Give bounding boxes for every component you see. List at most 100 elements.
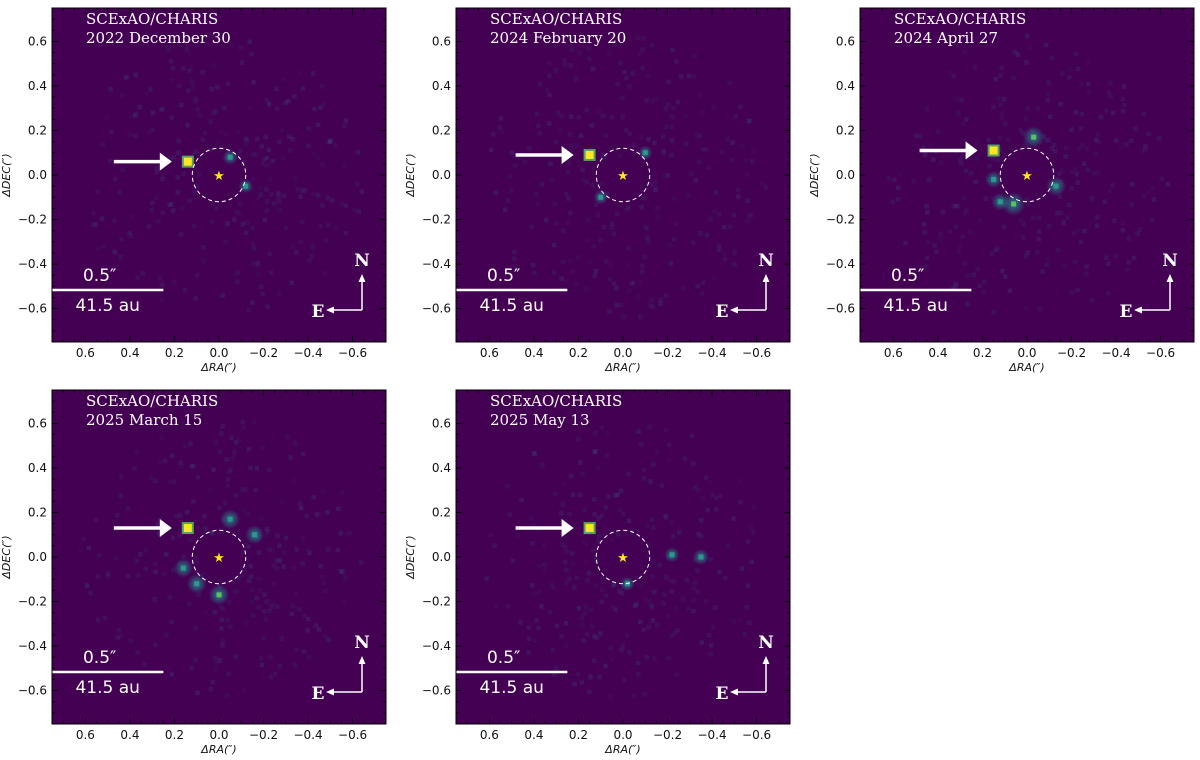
image-background bbox=[52, 8, 386, 342]
y-axis-label: ΔDEC(″) bbox=[808, 153, 821, 197]
axis-ticks bbox=[455, 389, 791, 725]
panel-date: 2025 March 15 bbox=[86, 411, 202, 429]
y-tick-label: −0.2 bbox=[826, 213, 855, 227]
companion-planet bbox=[585, 524, 594, 533]
x-tick-label: −0.4 bbox=[697, 346, 726, 360]
compass-east: E bbox=[716, 684, 729, 704]
y-tick-label: −0.6 bbox=[422, 302, 451, 316]
scale-physical: 41.5 au bbox=[479, 678, 543, 698]
panel-instrument: SCExAO/CHARIS bbox=[86, 10, 218, 28]
companion-planet bbox=[989, 146, 998, 155]
x-tick-label: 0.0 bbox=[1017, 346, 1036, 360]
image-background bbox=[860, 8, 1194, 342]
y-tick-label: 0.4 bbox=[432, 461, 451, 475]
compass-east: E bbox=[312, 684, 325, 704]
compass-north: N bbox=[1162, 251, 1178, 271]
y-tick-label: 0.4 bbox=[432, 79, 451, 93]
x-tick-label: 0.6 bbox=[76, 728, 95, 742]
y-tick-label: 0.6 bbox=[432, 416, 451, 430]
x-tick-label: 0.2 bbox=[569, 728, 588, 742]
companion-planet bbox=[585, 150, 594, 159]
y-axis-label: ΔDEC(″) bbox=[404, 535, 417, 579]
x-tick-label: 0.0 bbox=[209, 728, 228, 742]
compass-east: E bbox=[716, 302, 729, 322]
y-axis-label: ΔDEC(″) bbox=[0, 535, 13, 579]
scale-physical: 41.5 au bbox=[479, 296, 543, 316]
x-tick-label: −0.2 bbox=[249, 346, 278, 360]
panel-instrument: SCExAO/CHARIS bbox=[86, 392, 218, 410]
image-background bbox=[456, 8, 790, 342]
y-axis-label: ΔDEC(″) bbox=[404, 153, 417, 197]
x-tick-label: 0.4 bbox=[524, 728, 543, 742]
axis-ticks bbox=[455, 7, 791, 343]
y-tick-label: 0.2 bbox=[432, 123, 451, 137]
y-tick-label: −0.6 bbox=[826, 302, 855, 316]
x-tick-label: 0.4 bbox=[120, 346, 139, 360]
x-tick-label: −0.4 bbox=[293, 346, 322, 360]
x-tick-label: 0.6 bbox=[480, 346, 499, 360]
noise-speckles bbox=[886, 33, 1170, 315]
compass-north: N bbox=[758, 633, 774, 653]
star-marker: ★ bbox=[617, 169, 629, 184]
panel-date: 2024 April 27 bbox=[894, 29, 998, 47]
y-tick-label: −0.4 bbox=[18, 257, 47, 271]
x-tick-label: 0.4 bbox=[524, 346, 543, 360]
panel-instrument: SCExAO/CHARIS bbox=[490, 10, 622, 28]
y-tick-label: 0.4 bbox=[836, 79, 855, 93]
axis-ticks bbox=[51, 7, 387, 343]
compass-north: N bbox=[354, 633, 370, 653]
star-marker: ★ bbox=[213, 551, 225, 566]
scale-angular: 0.5″ bbox=[487, 266, 520, 286]
mask-circle bbox=[191, 529, 247, 585]
y-tick-label: 0.4 bbox=[28, 79, 47, 93]
compass-north: N bbox=[354, 251, 370, 271]
x-tick-label: 0.6 bbox=[76, 346, 95, 360]
y-tick-label: 0.2 bbox=[836, 123, 855, 137]
scale-angular: 0.5″ bbox=[487, 648, 520, 668]
x-tick-label: 0.2 bbox=[973, 346, 992, 360]
x-tick-label: 0.6 bbox=[480, 728, 499, 742]
compass-east: E bbox=[312, 302, 325, 322]
y-tick-label: 0.0 bbox=[432, 550, 451, 564]
star-marker: ★ bbox=[617, 551, 629, 566]
companion-arrow-head bbox=[561, 145, 574, 164]
noise-speckles bbox=[90, 37, 364, 313]
x-axis-label: ΔRA(″) bbox=[200, 743, 236, 756]
scale-physical: 41.5 au bbox=[75, 678, 139, 698]
scale-angular: 0.5″ bbox=[83, 266, 116, 286]
image-background bbox=[52, 390, 386, 724]
axis-ticks bbox=[859, 7, 1195, 343]
axis-ticks bbox=[51, 389, 387, 725]
mask-circle bbox=[191, 147, 247, 203]
scale-angular: 0.5″ bbox=[83, 648, 116, 668]
y-tick-label: 0.2 bbox=[432, 505, 451, 519]
companion-arrow-head bbox=[965, 141, 978, 160]
y-axis-label: ΔDEC(″) bbox=[0, 153, 13, 197]
x-tick-label: 0.2 bbox=[165, 728, 184, 742]
mask-circle bbox=[595, 529, 651, 585]
noise-speckles bbox=[488, 35, 769, 320]
companion-planet bbox=[183, 157, 192, 166]
x-tick-label: 0.2 bbox=[165, 346, 184, 360]
panel-date: 2025 May 13 bbox=[490, 411, 590, 429]
y-tick-label: −0.2 bbox=[18, 595, 47, 609]
y-tick-label: 0.0 bbox=[28, 550, 47, 564]
y-tick-label: 0.6 bbox=[28, 416, 47, 430]
x-tick-label: −0.4 bbox=[697, 728, 726, 742]
y-tick-label: −0.2 bbox=[422, 213, 451, 227]
noise-speckles bbox=[78, 419, 364, 698]
mask-circle bbox=[595, 147, 651, 203]
y-tick-label: −0.2 bbox=[422, 595, 451, 609]
y-tick-label: −0.6 bbox=[422, 684, 451, 698]
companion-arrow-head bbox=[159, 519, 172, 538]
x-tick-label: −0.6 bbox=[338, 346, 367, 360]
x-tick-label: −0.4 bbox=[293, 728, 322, 742]
y-tick-label: 0.2 bbox=[28, 505, 47, 519]
panel-date: 2022 December 30 bbox=[86, 29, 231, 47]
x-tick-label: 0.6 bbox=[884, 346, 903, 360]
